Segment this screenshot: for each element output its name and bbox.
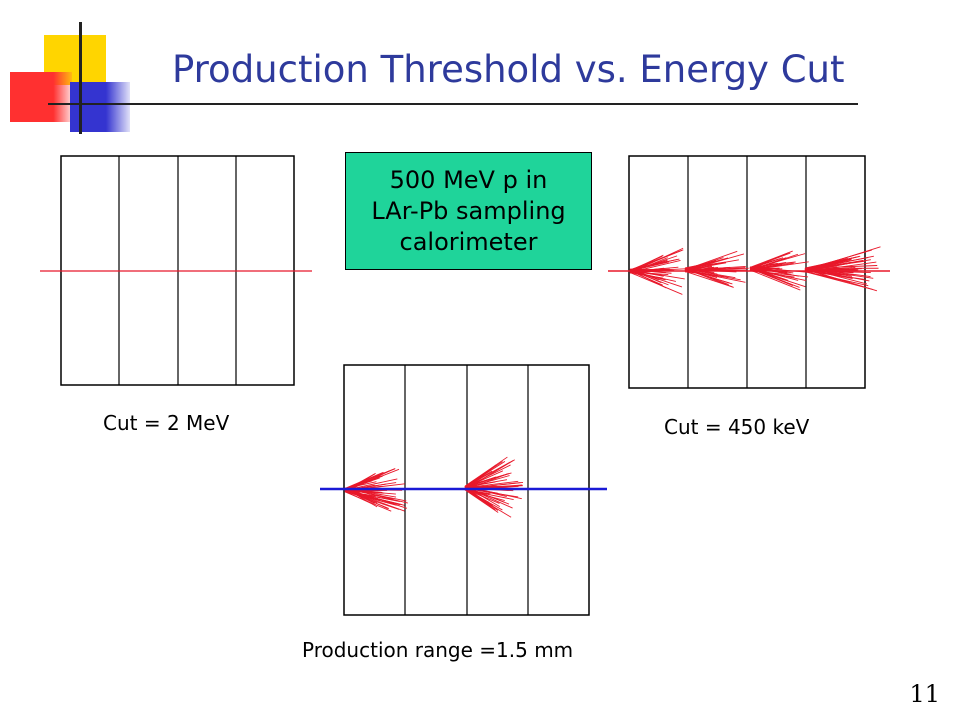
shower-track bbox=[749, 269, 801, 291]
panel-cut-2mev bbox=[30, 150, 320, 395]
shower-track bbox=[749, 267, 793, 286]
info-line-1: 500 MeV p in bbox=[389, 165, 548, 194]
shower-track bbox=[344, 488, 407, 502]
corner-decoration bbox=[0, 0, 140, 140]
caption-production-range: Production range =1.5 mm bbox=[302, 638, 574, 662]
shower-track bbox=[629, 261, 654, 272]
title-divider bbox=[48, 103, 858, 105]
shower-track bbox=[804, 257, 869, 270]
shower-track bbox=[684, 269, 715, 279]
calorimeter-diagram-production-range bbox=[320, 364, 607, 616]
shower-track bbox=[749, 262, 778, 269]
caption-cut-2mev: Cut = 2 MeV bbox=[103, 411, 230, 435]
info-line-2: LAr-Pb sampling bbox=[371, 196, 566, 225]
shower-track bbox=[344, 490, 379, 493]
shower-track bbox=[629, 269, 659, 273]
shower-track bbox=[804, 262, 852, 273]
shower-track bbox=[464, 474, 486, 489]
shower-track bbox=[684, 261, 726, 269]
shower-track bbox=[804, 261, 877, 273]
shower-track bbox=[749, 266, 807, 273]
shower-track bbox=[629, 272, 683, 295]
shower-track bbox=[804, 270, 871, 273]
shower-track bbox=[804, 256, 860, 269]
simulation-info-box: 500 MeV p in LAr-Pb sampling calorimeter bbox=[345, 152, 592, 270]
shower-track bbox=[629, 269, 683, 288]
particle-shower bbox=[629, 246, 881, 295]
deco-vertical-line bbox=[79, 22, 82, 134]
shower-track bbox=[749, 250, 793, 268]
caption-cut-450kev: Cut = 450 keV bbox=[664, 415, 810, 439]
shower-track bbox=[749, 261, 796, 268]
shower-track bbox=[804, 259, 864, 271]
shower-track bbox=[344, 468, 396, 490]
calorimeter-diagram-2mev bbox=[40, 155, 312, 386]
shower-track bbox=[629, 269, 685, 280]
shower-track bbox=[464, 489, 490, 495]
shower-track bbox=[684, 266, 746, 271]
shower-track bbox=[629, 259, 681, 273]
shower-track bbox=[344, 490, 376, 497]
info-line-3: calorimeter bbox=[399, 227, 538, 256]
shower-track bbox=[629, 270, 663, 286]
shower-track bbox=[464, 489, 499, 513]
shower-track bbox=[344, 471, 384, 489]
shower-track bbox=[464, 456, 508, 487]
shower-track bbox=[684, 266, 712, 269]
slide-title: Production Threshold vs. Energy Cut bbox=[172, 48, 845, 91]
shower-track bbox=[464, 460, 506, 488]
shower-track bbox=[464, 459, 515, 490]
shower-track bbox=[464, 488, 493, 507]
panel-cut-450kev bbox=[600, 150, 900, 395]
shower-track bbox=[464, 482, 524, 489]
shower-track bbox=[749, 266, 800, 277]
calorimeter-diagram-450kev bbox=[608, 155, 890, 389]
shower-track bbox=[344, 491, 392, 512]
deco-red-square bbox=[10, 72, 72, 122]
panel-production-range bbox=[315, 362, 615, 622]
slide-number: 11 bbox=[909, 680, 940, 708]
shower-track bbox=[684, 262, 727, 271]
shower-track bbox=[629, 255, 678, 273]
